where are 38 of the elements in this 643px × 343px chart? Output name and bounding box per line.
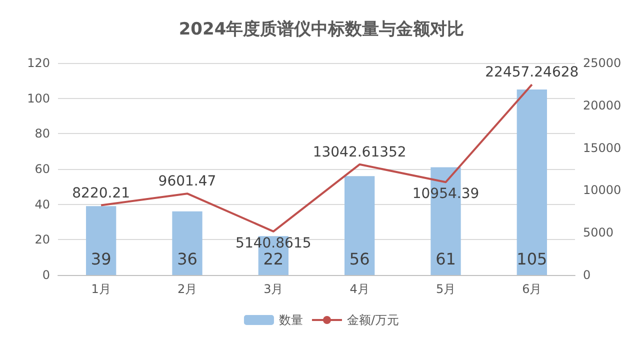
y2-tick-label: 15000: [583, 140, 622, 155]
y-tick-label: 120: [27, 56, 50, 70]
legend-label: 金额/万元: [346, 313, 400, 327]
data-label: 36: [177, 250, 198, 268]
data-label: 10954.39: [412, 186, 480, 202]
y2-tick-label: 20000: [583, 98, 622, 112]
data-label: 22: [263, 250, 284, 268]
y2-tick-label: 0: [583, 268, 591, 282]
legend-label: 数量: [278, 313, 303, 327]
bar: [86, 206, 116, 275]
y-tick-label: 60: [34, 162, 50, 176]
y2-tick-label: 5000: [583, 226, 614, 240]
x-tick-label: 6月: [522, 282, 542, 296]
chart-title: 2024年度质谱仪中标数量与金额对比: [178, 20, 464, 40]
y2-tick-label: 10000: [583, 183, 622, 198]
y-tick-label: 0: [42, 268, 50, 282]
y2-tick-label: 25000: [583, 56, 622, 70]
data-label: 9601.47: [158, 174, 216, 190]
y-tick-label: 40: [34, 197, 50, 212]
x-tick-label: 2月: [177, 282, 198, 296]
y-tick-label: 20: [34, 232, 50, 247]
data-label: 39: [90, 250, 112, 268]
bar: [172, 211, 202, 275]
data-label: 56: [349, 250, 370, 268]
data-label: 61: [436, 250, 456, 268]
x-tick-label: 1月: [91, 282, 111, 296]
bar: [516, 90, 547, 275]
data-label: 105: [516, 250, 548, 268]
x-tick-label: 3月: [264, 282, 284, 296]
bar: [344, 176, 375, 275]
data-label: 5140.8615: [236, 235, 312, 252]
y-tick-label: 80: [34, 126, 50, 141]
data-label: 22457.24628: [485, 64, 579, 81]
x-tick-label: 5月: [436, 282, 456, 296]
data-label: 8220.21: [72, 185, 130, 202]
data-label: 13042.61352: [312, 144, 406, 160]
y-tick-label: 100: [27, 91, 50, 106]
x-tick-label: 4月: [350, 282, 370, 296]
